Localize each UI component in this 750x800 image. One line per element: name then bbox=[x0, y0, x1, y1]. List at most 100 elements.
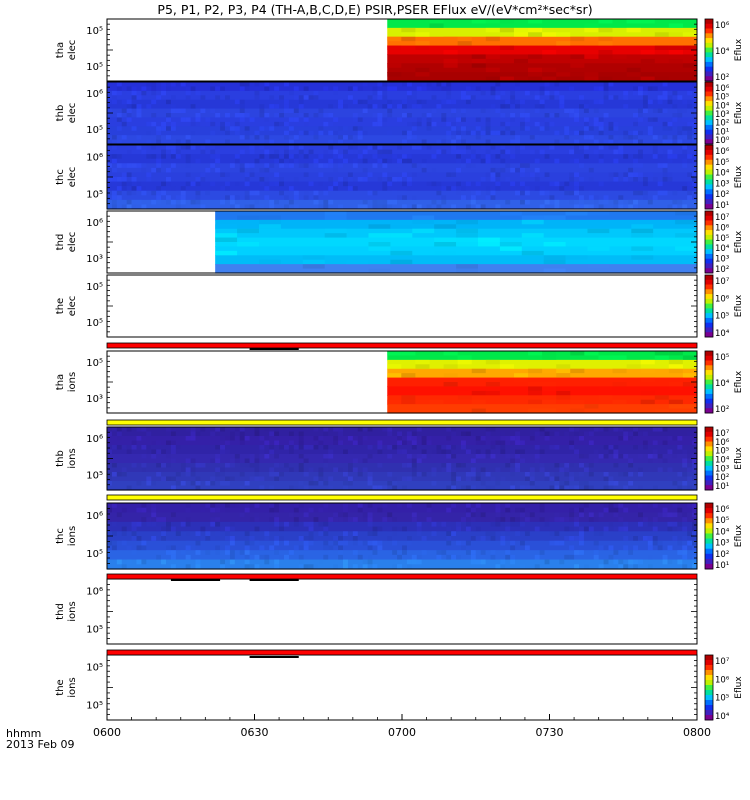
thc-elec-cell bbox=[382, 154, 388, 159]
thb-elec-cell bbox=[156, 139, 162, 144]
thc-elec-cell bbox=[549, 181, 555, 187]
thb-ions-colorbar-tick: 10¹ bbox=[715, 482, 729, 492]
thb-elec-cell bbox=[210, 130, 216, 136]
tha-ions-cell bbox=[668, 382, 683, 387]
thc-elec-cell bbox=[249, 145, 255, 150]
thb-elec-cell bbox=[284, 99, 289, 105]
thb-ions-cell bbox=[323, 427, 329, 432]
thc-elec-cell bbox=[485, 195, 491, 200]
thb-elec-cell bbox=[402, 99, 407, 105]
thb-ions-cell bbox=[515, 463, 520, 468]
thb-elec-cell bbox=[406, 113, 412, 118]
thc-ions-cell bbox=[579, 507, 584, 513]
tha-elec-cell bbox=[570, 36, 585, 42]
thc-ions-cell bbox=[554, 512, 560, 518]
thc-elec-cell bbox=[303, 163, 309, 168]
thb-ions-cell bbox=[111, 476, 117, 481]
tha-elec-cell bbox=[542, 67, 557, 73]
thb-elec-cell bbox=[293, 117, 299, 122]
thb-elec-cell bbox=[298, 130, 304, 136]
thb-elec-cell bbox=[151, 113, 157, 118]
thc-elec-cell bbox=[195, 177, 201, 182]
thc-elec-cell bbox=[333, 149, 339, 155]
tha-elec-cell bbox=[584, 54, 599, 59]
thc-elec-cell bbox=[613, 158, 619, 164]
tha-ions-cell bbox=[668, 359, 683, 365]
thb-elec-cell bbox=[254, 130, 260, 136]
tha-ions-cell bbox=[682, 382, 697, 387]
thb-ions-cell bbox=[623, 449, 629, 454]
thb-elec-cell bbox=[426, 117, 432, 122]
thb-elec-cell bbox=[569, 86, 575, 91]
thb-ions-cell bbox=[185, 467, 191, 472]
thc-elec-cell bbox=[328, 158, 334, 164]
thb-ions-cell bbox=[500, 440, 506, 445]
thb-elec-cell bbox=[539, 104, 545, 109]
thc-elec-cell bbox=[465, 181, 471, 187]
thb-ions-cell bbox=[392, 481, 398, 486]
thc-elec-cell bbox=[569, 172, 575, 177]
thc-ions-cell bbox=[357, 554, 363, 560]
thc-elec-cell bbox=[480, 145, 486, 150]
thc-elec-cell bbox=[229, 204, 235, 209]
thb-elec-cell bbox=[116, 139, 122, 144]
thc-ions-cell bbox=[259, 545, 265, 551]
thc-ions-cell bbox=[608, 554, 614, 560]
thc-elec-cell bbox=[642, 195, 648, 200]
thb-ions-cell bbox=[446, 467, 452, 472]
thc-ions-cell bbox=[382, 517, 388, 522]
thb-elec-cell bbox=[259, 113, 265, 118]
tha-ions-cell bbox=[654, 395, 669, 400]
thb-ions-cell bbox=[146, 445, 152, 450]
thb-elec-cell bbox=[126, 90, 132, 96]
tha-ions-cell bbox=[528, 390, 543, 396]
thc-ions-cell bbox=[485, 517, 491, 522]
thb-ions-cell bbox=[677, 472, 683, 477]
flag-bar bbox=[106, 494, 698, 501]
thc-ions-cell bbox=[549, 531, 555, 536]
thb-elec-cell bbox=[225, 121, 230, 127]
thb-ions-cell bbox=[161, 476, 166, 481]
thb-ions-cell bbox=[451, 431, 457, 436]
thc-elec-cell bbox=[490, 177, 496, 182]
tha-elec-cell bbox=[528, 32, 543, 37]
thc-elec-ytick-label: 10⁵ bbox=[86, 189, 103, 200]
thc-ions-cell bbox=[642, 517, 648, 522]
thb-elec-cell bbox=[333, 130, 339, 136]
thb-elec-cell bbox=[107, 90, 112, 96]
thb-elec-cell bbox=[151, 82, 157, 87]
thd-elec-cell bbox=[346, 259, 369, 265]
thb-elec-cell bbox=[441, 82, 447, 87]
thd-elec-cell bbox=[521, 250, 544, 256]
thc-elec-cell bbox=[539, 186, 545, 191]
thb-ions-cell bbox=[166, 476, 171, 481]
thc-ions-cell bbox=[520, 521, 525, 527]
thc-elec-colorbar-segment bbox=[705, 164, 713, 171]
tha-ions-cell bbox=[528, 382, 543, 387]
thc-ions-cell bbox=[505, 550, 511, 555]
thb-elec-cell bbox=[564, 135, 570, 140]
thb-elec-cell bbox=[539, 90, 545, 96]
thb-elec-cell bbox=[475, 126, 481, 131]
thb-ions-cell bbox=[657, 427, 663, 432]
thb-elec-cell bbox=[225, 95, 230, 100]
thc-ions-cell bbox=[161, 536, 166, 541]
thb-elec-cell bbox=[441, 117, 447, 122]
thb-ions-cell bbox=[692, 458, 697, 463]
thc-elec-cell bbox=[170, 163, 176, 168]
thc-ions-cell bbox=[141, 507, 147, 513]
thc-ions-cell bbox=[323, 503, 329, 508]
thb-ions-cell bbox=[529, 472, 535, 477]
thc-elec-cell bbox=[269, 154, 275, 159]
thc-ions-cell bbox=[151, 503, 157, 508]
thc-ions-cell bbox=[618, 503, 624, 508]
thc-elec-cell bbox=[269, 204, 275, 209]
thb-elec-cell bbox=[652, 108, 658, 113]
thb-ions-cell bbox=[475, 476, 481, 481]
thb-elec-cell bbox=[156, 126, 162, 131]
thb-ions-cell bbox=[426, 454, 432, 459]
thc-elec-cell bbox=[505, 149, 511, 155]
thc-ions-cell bbox=[225, 507, 230, 513]
thb-ions-cell bbox=[200, 445, 206, 450]
thc-ions-cell bbox=[642, 521, 648, 527]
